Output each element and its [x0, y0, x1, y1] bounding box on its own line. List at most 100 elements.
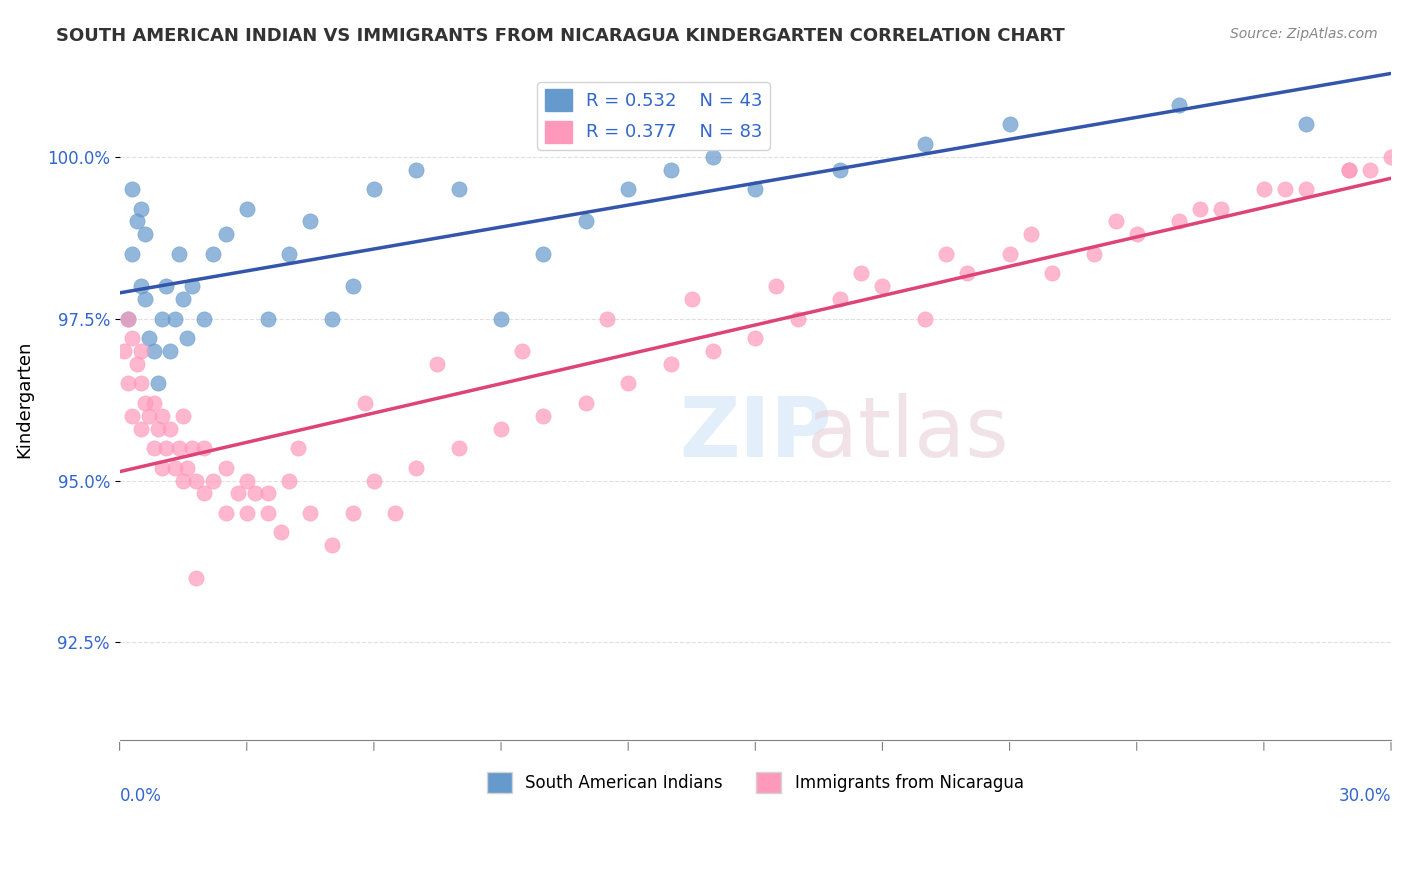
Point: [193, 311, 215, 326]
Point: [117, 376, 139, 391]
Text: 30.0%: 30.0%: [1339, 787, 1391, 805]
Point: [163, 460, 186, 475]
Point: [828, 292, 851, 306]
Point: [531, 409, 554, 423]
Point: [245, 486, 267, 500]
Point: [150, 409, 173, 423]
Point: [447, 182, 470, 196]
Point: [956, 266, 979, 280]
Point: [235, 474, 257, 488]
Point: [142, 441, 165, 455]
Point: [1358, 162, 1381, 177]
Point: [299, 506, 322, 520]
Point: [575, 214, 598, 228]
Point: [121, 409, 143, 423]
Point: [447, 441, 470, 455]
Point: [146, 422, 169, 436]
Point: [201, 474, 224, 488]
Point: [1189, 202, 1212, 216]
Point: [134, 227, 156, 242]
Point: [121, 331, 143, 345]
Point: [155, 441, 177, 455]
Point: [121, 247, 143, 261]
Point: [489, 422, 512, 436]
Point: [342, 279, 364, 293]
Point: [744, 331, 766, 345]
Point: [163, 311, 186, 326]
Point: [1168, 214, 1191, 228]
Point: [138, 331, 160, 345]
Point: [342, 506, 364, 520]
Point: [1337, 162, 1360, 177]
Point: [176, 460, 198, 475]
Point: [786, 311, 808, 326]
Point: [129, 376, 152, 391]
Point: [172, 474, 194, 488]
Point: [184, 571, 207, 585]
Point: [681, 292, 703, 306]
Point: [659, 162, 682, 177]
Point: [121, 182, 143, 196]
Point: [176, 331, 198, 345]
Point: [129, 202, 152, 216]
Point: [1168, 98, 1191, 112]
Point: [1274, 182, 1296, 196]
Point: [765, 279, 787, 293]
Point: [998, 117, 1021, 131]
Point: [1253, 182, 1275, 196]
Point: [510, 344, 533, 359]
Point: [257, 311, 280, 326]
Point: [235, 202, 257, 216]
Point: [914, 136, 936, 151]
Point: [235, 506, 257, 520]
Point: [828, 162, 851, 177]
Point: [180, 279, 202, 293]
Text: ZIP: ZIP: [679, 393, 831, 474]
Point: [659, 357, 682, 371]
Point: [201, 247, 224, 261]
Point: [150, 311, 173, 326]
Point: [193, 486, 215, 500]
Point: [134, 396, 156, 410]
Point: [617, 182, 640, 196]
Point: [129, 279, 152, 293]
Point: [851, 266, 873, 280]
Point: [125, 357, 148, 371]
Point: [1295, 182, 1317, 196]
Point: [702, 344, 724, 359]
Point: [159, 344, 181, 359]
Point: [142, 396, 165, 410]
Point: [214, 227, 236, 242]
Point: [167, 247, 190, 261]
Point: [193, 441, 215, 455]
Point: [596, 311, 619, 326]
Point: [1104, 214, 1126, 228]
Point: [172, 292, 194, 306]
Point: [117, 311, 139, 326]
Point: [321, 538, 343, 552]
Point: [270, 525, 292, 540]
Point: [172, 409, 194, 423]
Point: [1337, 162, 1360, 177]
Point: [125, 214, 148, 228]
Point: [214, 460, 236, 475]
Point: [1019, 227, 1042, 242]
Point: [142, 344, 165, 359]
Point: [531, 247, 554, 261]
Text: Source: ZipAtlas.com: Source: ZipAtlas.com: [1230, 27, 1378, 41]
Point: [159, 422, 181, 436]
Point: [363, 474, 385, 488]
Point: [489, 311, 512, 326]
Point: [278, 474, 301, 488]
Point: [935, 247, 957, 261]
Point: [129, 344, 152, 359]
Point: [744, 182, 766, 196]
Text: atlas: atlas: [807, 393, 1008, 474]
Point: [405, 460, 427, 475]
Point: [299, 214, 322, 228]
Point: [146, 376, 169, 391]
Point: [180, 441, 202, 455]
Point: [426, 357, 449, 371]
Point: [998, 247, 1021, 261]
Point: [1379, 150, 1402, 164]
